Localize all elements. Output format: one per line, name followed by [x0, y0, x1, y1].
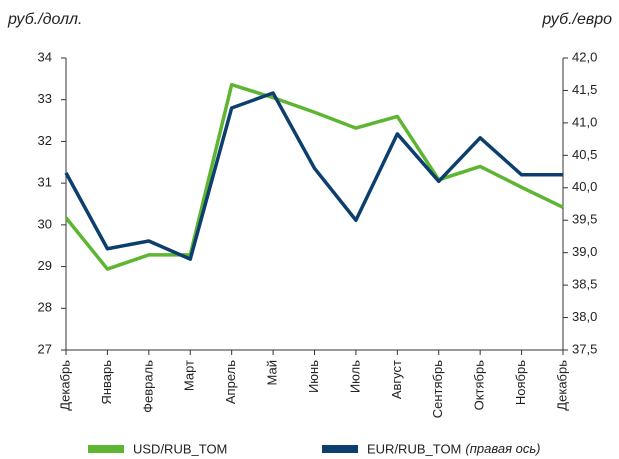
x-tick-label: Февраль — [140, 360, 155, 413]
y2-tick-label: 40,5 — [572, 147, 597, 162]
legend-label: USD/RUB_TOM — [133, 441, 227, 456]
y-tick-label: 31 — [38, 175, 52, 190]
x-tick-label: Ноябрь — [513, 360, 528, 405]
x-tick-label: Декабрь — [554, 360, 569, 411]
y2-tick-label: 41,0 — [572, 114, 597, 129]
x-tick-label: Август — [389, 360, 404, 399]
y-tick-label: 33 — [38, 91, 52, 106]
y-tick-label: 32 — [38, 133, 52, 148]
y2-tick-label: 37,5 — [572, 341, 597, 356]
x-tick-label: Май — [265, 360, 280, 385]
y2-tick-label: 38,0 — [572, 309, 597, 324]
legend-note: (правая ось) — [465, 441, 540, 456]
y-tick-label: 34 — [38, 49, 52, 64]
y-axis-title: руб./долл. — [7, 11, 83, 28]
y2-tick-label: 40,0 — [572, 179, 597, 194]
y-tick-label: 29 — [38, 258, 52, 273]
x-tick-label: Июнь — [306, 360, 321, 393]
x-tick-label: Январь — [99, 360, 114, 405]
y2-axis-title: руб./евро — [541, 11, 612, 28]
series-line — [64, 91, 563, 261]
y-tick-label: 28 — [38, 300, 52, 315]
series-line — [64, 82, 564, 271]
x-tick-label: Апрель — [223, 360, 238, 404]
y-tick-label: 30 — [38, 216, 52, 231]
legend-swatch — [88, 445, 124, 453]
legend-label: EUR/RUB_TOM (правая ось) — [367, 441, 541, 456]
x-tick-label: Сентябрь — [430, 360, 445, 418]
x-tick-label: Октябрь — [472, 360, 487, 411]
y-tick-label: 27 — [38, 341, 52, 356]
x-tick-label: Март — [182, 360, 197, 391]
y2-tick-label: 41,5 — [572, 82, 597, 97]
legend-swatch — [322, 445, 358, 453]
x-tick-label: Июль — [347, 360, 362, 393]
y2-tick-label: 39,5 — [572, 212, 597, 227]
x-tick-label: Декабрь — [57, 360, 72, 411]
y2-tick-label: 39,0 — [572, 244, 597, 259]
y2-tick-label: 42,0 — [572, 49, 597, 64]
y2-tick-label: 38,5 — [572, 277, 597, 292]
